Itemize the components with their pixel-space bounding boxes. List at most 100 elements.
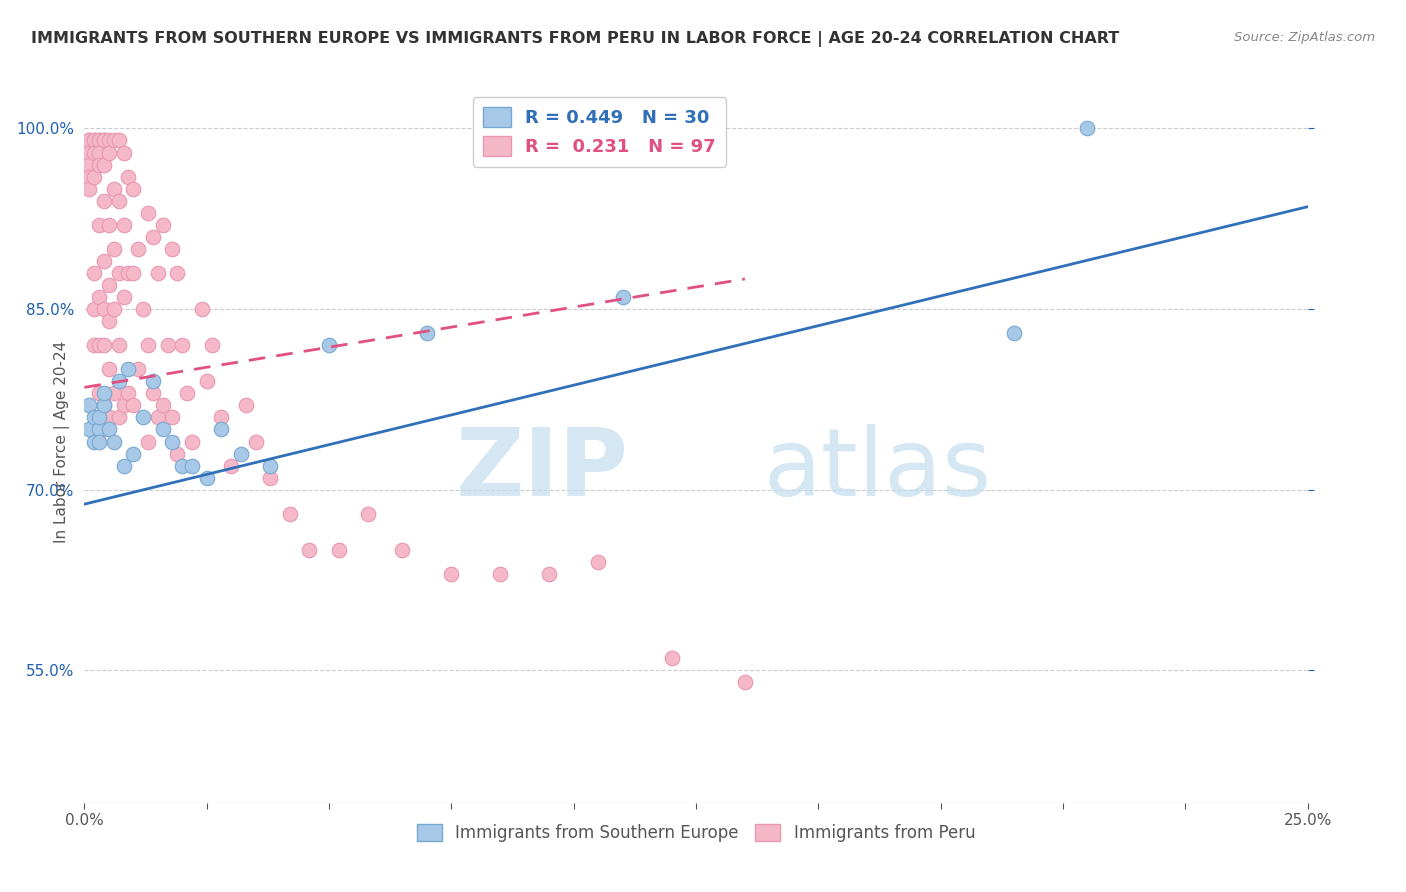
Point <box>416 326 439 341</box>
Point <box>117 386 139 401</box>
Point <box>93 194 115 208</box>
Point <box>77 145 100 160</box>
Point <box>195 471 218 485</box>
Point <box>489 567 512 582</box>
Point <box>93 301 115 317</box>
Point <box>97 423 120 437</box>
Point <box>328 542 350 557</box>
Point <box>259 471 281 485</box>
Point <box>162 434 184 449</box>
Point <box>87 133 110 147</box>
Point <box>172 458 194 473</box>
Point <box>87 423 110 437</box>
Point <box>97 218 120 232</box>
Point <box>112 290 135 304</box>
Point <box>132 410 155 425</box>
Point <box>132 301 155 317</box>
Point <box>1002 326 1025 341</box>
Point <box>83 133 105 147</box>
Text: atlas: atlas <box>763 425 991 516</box>
Point <box>142 386 165 401</box>
Point <box>93 254 115 268</box>
Point <box>219 458 242 473</box>
Point <box>122 447 145 461</box>
Point <box>107 194 129 208</box>
Point <box>93 158 115 172</box>
Point <box>245 434 267 449</box>
Point <box>87 158 110 172</box>
Point <box>142 230 165 244</box>
Point <box>77 158 100 172</box>
Point <box>107 133 129 147</box>
Point <box>107 338 129 352</box>
Point <box>87 338 110 352</box>
Point <box>136 338 159 352</box>
Point <box>112 218 135 232</box>
Point <box>83 338 105 352</box>
Legend: Immigrants from Southern Europe, Immigrants from Peru: Immigrants from Southern Europe, Immigra… <box>411 817 981 848</box>
Point <box>1076 121 1098 136</box>
Point <box>162 242 184 256</box>
Point <box>117 266 139 280</box>
Point <box>87 218 110 232</box>
Point <box>127 362 149 376</box>
Point <box>87 290 110 304</box>
Point <box>176 386 198 401</box>
Point <box>661 651 683 665</box>
Point <box>77 423 100 437</box>
Point <box>117 362 139 376</box>
Point <box>127 242 149 256</box>
Point <box>97 362 120 376</box>
Point <box>103 242 125 256</box>
Point <box>181 458 204 473</box>
Point <box>93 133 115 147</box>
Point <box>122 266 145 280</box>
Point <box>318 338 340 352</box>
Point <box>107 410 129 425</box>
Point <box>172 338 194 352</box>
Point <box>77 182 100 196</box>
Point <box>93 423 115 437</box>
Text: IMMIGRANTS FROM SOUTHERN EUROPE VS IMMIGRANTS FROM PERU IN LABOR FORCE | AGE 20-: IMMIGRANTS FROM SOUTHERN EUROPE VS IMMIG… <box>31 31 1119 47</box>
Point <box>83 169 105 184</box>
Point <box>77 133 100 147</box>
Point <box>229 447 252 461</box>
Point <box>87 386 110 401</box>
Point <box>97 410 120 425</box>
Point <box>152 423 174 437</box>
Point <box>83 410 105 425</box>
Point <box>87 133 110 147</box>
Point <box>93 386 115 401</box>
Point <box>259 458 281 473</box>
Point <box>83 266 105 280</box>
Point <box>209 423 232 437</box>
Point <box>191 301 214 317</box>
Point <box>278 507 301 521</box>
Point <box>83 434 105 449</box>
Point <box>112 145 135 160</box>
Point <box>156 338 179 352</box>
Point <box>103 133 125 147</box>
Point <box>357 507 380 521</box>
Point <box>87 410 110 425</box>
Point <box>200 338 222 352</box>
Point <box>440 567 463 582</box>
Point <box>107 375 129 389</box>
Point <box>117 169 139 184</box>
Point <box>734 675 756 690</box>
Y-axis label: In Labor Force | Age 20-24: In Labor Force | Age 20-24 <box>55 341 70 542</box>
Point <box>97 278 120 293</box>
Point <box>586 555 609 569</box>
Point <box>83 145 105 160</box>
Point <box>166 266 188 280</box>
Point <box>146 410 169 425</box>
Text: Source: ZipAtlas.com: Source: ZipAtlas.com <box>1234 31 1375 45</box>
Point <box>136 434 159 449</box>
Point <box>298 542 321 557</box>
Point <box>77 133 100 147</box>
Point <box>103 301 125 317</box>
Point <box>103 434 125 449</box>
Point <box>612 290 634 304</box>
Point <box>97 133 120 147</box>
Point <box>181 434 204 449</box>
